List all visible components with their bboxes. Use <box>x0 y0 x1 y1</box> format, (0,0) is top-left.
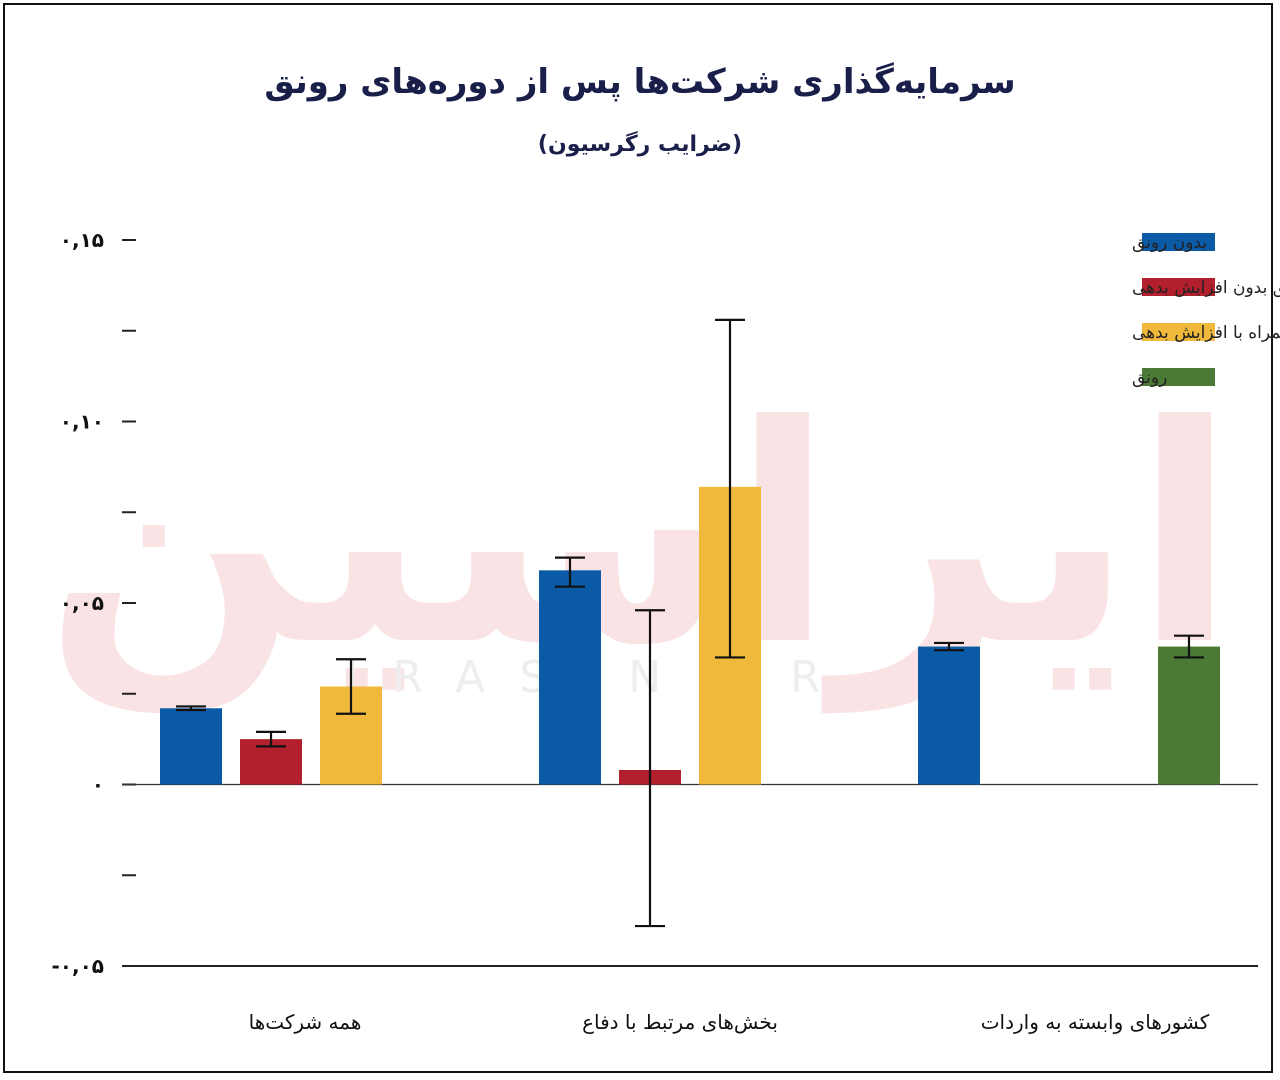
y-tick-label: ۰,۱۰ <box>60 410 104 434</box>
chart-frame <box>3 3 1273 1073</box>
bars <box>160 486 1220 785</box>
error-bars <box>176 318 1204 928</box>
error-bar <box>336 658 366 715</box>
legend-swatch <box>1142 278 1215 296</box>
y-tick-label: ۰,۱۵ <box>60 228 104 252</box>
y-tick-label: ۰,۰۵ <box>60 591 104 615</box>
chart-title: سرمایه‌گذاری شرکت‌ها پس از دوره‌های رونق <box>264 62 1016 102</box>
legend-label: رونق همراه با افزایش بدهی <box>1132 323 1280 343</box>
category-label: همه شرکت‌ها <box>249 1010 362 1034</box>
category-label: بخش‌های مرتبط با دفاع <box>582 1010 778 1034</box>
error-bar <box>635 609 665 928</box>
legend: بدون رونق رونق بدون افزایش بدهی رونق همراه… <box>1132 233 1280 388</box>
category-label: کشورهای وابسته به واردات <box>981 1010 1210 1034</box>
watermark-logo: ایراسین <box>44 362 1236 715</box>
legend-swatch <box>1142 368 1215 386</box>
legend-swatch <box>1142 323 1215 341</box>
watermark: ایراسین IRASIN.IR <box>44 362 1236 715</box>
y-tick-label: ۰ <box>92 773 104 797</box>
bar-boom <box>1158 646 1220 785</box>
bar-no_boom <box>160 708 222 785</box>
error-bar <box>934 641 964 652</box>
error-bar <box>256 730 286 748</box>
legend-label: رونق بدون افزایش بدهی <box>1132 278 1280 298</box>
y-tick-label: -۰,۰۵ <box>51 954 104 978</box>
error-bar <box>1174 634 1204 659</box>
error-bar <box>715 318 745 659</box>
error-bar <box>555 556 585 588</box>
y-axis: ۰,۱۵ ۰,۱۰ ۰,۰۵ ۰ -۰,۰۵ <box>51 228 1258 978</box>
legend-label: رونق <box>1132 368 1167 388</box>
legend-label: بدون رونق <box>1132 233 1207 253</box>
bar-no_boom <box>539 570 601 785</box>
legend-swatch <box>1142 233 1215 251</box>
bar-no_boom <box>918 646 980 785</box>
error-bar <box>176 705 206 712</box>
category-labels: همه شرکت‌ها بخش‌های مرتبط با دفاع کشورهای … <box>249 1010 1210 1034</box>
chart-subtitle: (ضرایب رگرسیون) <box>537 132 743 157</box>
